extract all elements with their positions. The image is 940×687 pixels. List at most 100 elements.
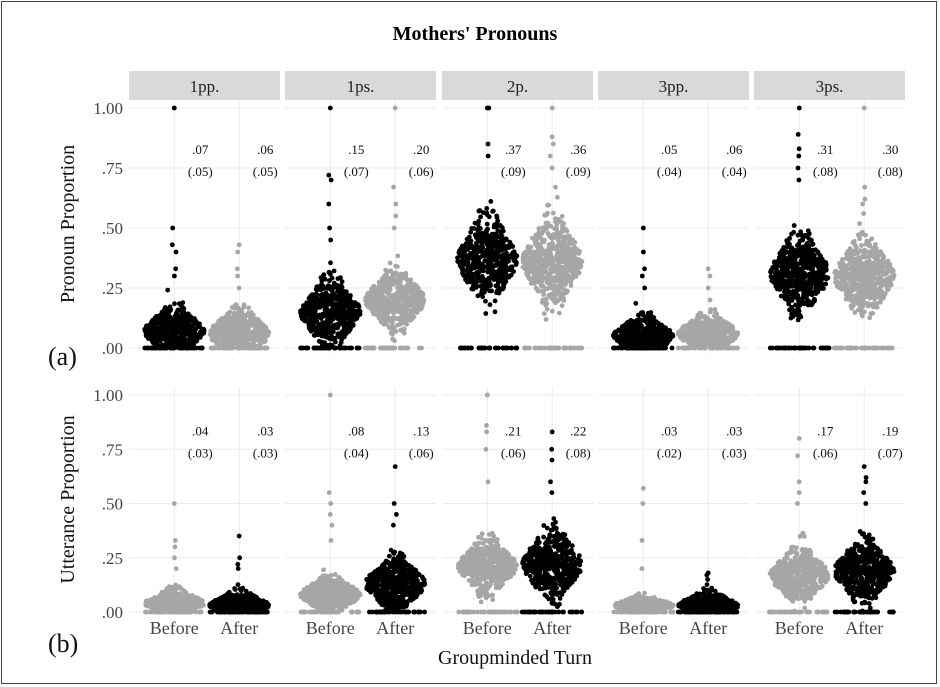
data-point: [476, 208, 482, 214]
data-point: [481, 345, 487, 351]
facet-strip-label: 3pp.: [659, 77, 689, 96]
mean-label: .36: [570, 142, 587, 157]
data-point: [566, 234, 572, 239]
data-point: [325, 309, 331, 315]
data-point: [407, 289, 413, 295]
data-point: [387, 260, 393, 266]
data-point: [153, 323, 158, 328]
data-point: [314, 345, 320, 351]
data-point: [339, 336, 345, 342]
data-point: [395, 253, 401, 259]
data-point: [487, 345, 493, 351]
data-point: [501, 265, 507, 271]
facet-strip-label: 1ps.: [347, 77, 375, 96]
data-point: [690, 323, 695, 329]
data-point: [245, 327, 251, 332]
data-point: [564, 266, 570, 272]
data-point: [384, 322, 390, 327]
data-point: [500, 345, 506, 351]
data-point: [489, 273, 494, 278]
data-point: [357, 309, 363, 314]
outlier-point: [707, 273, 713, 279]
data-point: [785, 260, 791, 266]
data-point: [544, 306, 550, 312]
data-point: [367, 292, 373, 298]
data-point: [216, 324, 222, 330]
data-point: [390, 282, 396, 287]
data-point: [335, 322, 341, 328]
data-point: [651, 345, 657, 351]
data-point: [335, 332, 341, 338]
data-point: [499, 260, 505, 266]
data-point: [702, 345, 708, 351]
sd-label: (.09): [501, 164, 526, 179]
data-point: [175, 330, 181, 335]
data-point: [483, 258, 489, 264]
data-point: [552, 291, 558, 296]
data-point: [527, 265, 533, 271]
data-point: [514, 345, 520, 351]
data-point: [187, 328, 193, 334]
data-point: [543, 212, 549, 218]
facet-strip-label: 1pp.: [190, 77, 220, 96]
data-point: [346, 293, 352, 299]
data-point: [648, 320, 653, 326]
data-point: [563, 244, 569, 250]
data-point: [551, 283, 557, 288]
data-point: [555, 194, 560, 200]
data-point: [702, 333, 708, 338]
data-point: [545, 220, 551, 226]
data-point: [217, 345, 223, 351]
data-point: [177, 301, 182, 307]
y-axis-label: Pronoun Proportion: [57, 145, 79, 303]
data-point: [326, 319, 332, 325]
facet-strip: [442, 71, 593, 100]
data-point: [573, 247, 579, 253]
data-point: [494, 213, 500, 219]
facet-strip-label: 2p.: [507, 77, 528, 96]
max-point: [484, 105, 490, 111]
data-point: [726, 323, 732, 329]
data-point: [458, 345, 463, 351]
data-point: [403, 285, 409, 290]
data-point: [411, 290, 417, 296]
data-point: [404, 293, 409, 298]
data-point: [180, 332, 186, 338]
data-point: [457, 253, 463, 259]
data-point: [325, 345, 331, 351]
sd-label: (.04): [657, 164, 682, 179]
data-point: [549, 295, 554, 301]
max-point: [327, 105, 333, 111]
data-point: [494, 289, 500, 295]
data-point: [561, 234, 567, 240]
outlier-point: [169, 242, 175, 248]
data-point: [621, 334, 627, 339]
data-point: [484, 241, 490, 247]
data-point: [654, 338, 659, 344]
data-point: [252, 323, 257, 328]
data-point: [692, 345, 697, 351]
data-point: [561, 298, 567, 303]
data-point: [547, 234, 553, 240]
data-point: [532, 345, 538, 351]
outlier-point: [236, 285, 242, 291]
data-point: [387, 316, 393, 321]
data-point: [498, 233, 504, 239]
data-point: [632, 337, 638, 343]
data-point: [470, 285, 476, 290]
y-tick-label: .75: [102, 159, 123, 178]
outlier-point: [173, 249, 179, 255]
data-point: [394, 278, 400, 283]
data-point: [335, 276, 341, 282]
data-point: [331, 268, 337, 274]
data-point: [622, 329, 628, 335]
data-point: [169, 329, 175, 335]
data-point: [375, 288, 381, 294]
facet-strip: [754, 71, 905, 100]
data-point: [242, 314, 248, 320]
data-point: [415, 299, 421, 305]
max-point: [640, 225, 646, 231]
data-point: [679, 327, 684, 332]
data-point: [568, 283, 574, 288]
data-point: [251, 331, 257, 337]
